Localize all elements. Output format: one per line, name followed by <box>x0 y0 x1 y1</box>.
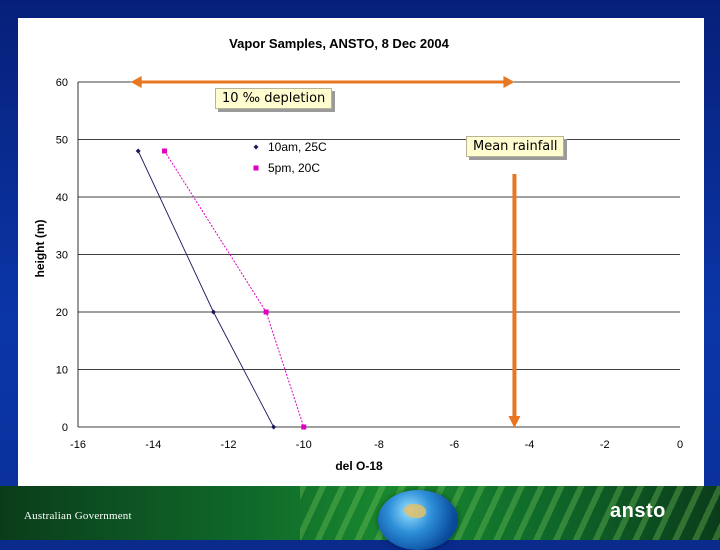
x-tick-label: -10 <box>296 439 312 451</box>
depletion-arrow-head-left <box>130 76 142 88</box>
x-tick-label: -12 <box>221 439 237 451</box>
rainfall-callout: Mean rainfall <box>466 136 565 157</box>
data-point <box>135 148 141 154</box>
x-tick-label: 0 <box>677 439 683 451</box>
data-point <box>263 309 269 315</box>
legend-marker <box>253 144 259 150</box>
series-line <box>164 150 305 428</box>
x-tick-label: -4 <box>525 439 535 451</box>
x-tick-label: -2 <box>600 439 610 451</box>
legend-label: 5pm, 20C <box>268 161 320 175</box>
government-label: Australian Government <box>24 510 132 522</box>
rainfall-arrow-head <box>508 416 521 428</box>
y-tick-label: 0 <box>62 422 68 434</box>
depletion-arrow-head-right <box>503 76 515 88</box>
y-tick-label: 40 <box>56 192 68 204</box>
depletion-callout: 10 ‰ depletion <box>215 88 333 109</box>
x-tick-label: -16 <box>70 439 86 451</box>
globe-image <box>378 490 458 550</box>
footer-bar: Australian Government <box>0 486 720 540</box>
chart-panel: Vapor Samples, ANSTO, 8 Dec 2004 0 10 20 30 4… <box>18 18 704 488</box>
legend-label: 10am, 25C <box>268 140 327 154</box>
y-tick-label: 30 <box>56 250 68 262</box>
chart-title: Vapor Samples, ANSTO, 8 Dec 2004 <box>229 36 449 51</box>
series-line <box>137 150 275 428</box>
x-axis-label: del O-18 <box>335 459 383 473</box>
y-tick-label: 10 <box>56 365 68 377</box>
data-point <box>210 309 216 315</box>
data-point <box>162 148 168 154</box>
y-axis-label: height (m) <box>33 220 47 278</box>
footer-pattern <box>300 486 720 540</box>
ansto-logo: ansto <box>610 500 666 522</box>
data-point <box>301 424 307 430</box>
legend-marker <box>253 165 259 171</box>
chart-svg: Vapor Samples, ANSTO, 8 Dec 2004 0 10 20 30 4… <box>33 36 683 473</box>
data-point <box>271 424 277 430</box>
y-tick-label: 20 <box>56 307 68 319</box>
x-tick-label: -6 <box>449 439 459 451</box>
y-tick-label: 50 <box>56 135 68 147</box>
x-tick-label: -8 <box>374 439 384 451</box>
x-tick-label: -14 <box>145 439 161 451</box>
y-tick-label: 60 <box>56 77 68 89</box>
